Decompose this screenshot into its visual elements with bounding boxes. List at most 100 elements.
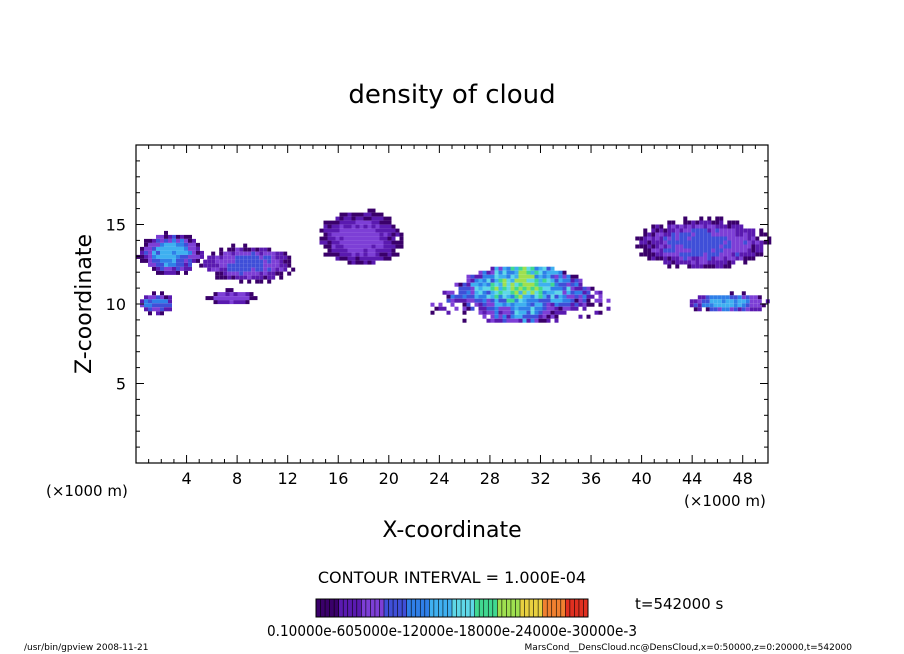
cloud-cell <box>343 252 348 257</box>
cloud-cell <box>715 244 720 249</box>
cloud-cell <box>331 240 336 245</box>
colorbar-segment <box>397 599 403 617</box>
cloud-cell <box>231 247 236 252</box>
cloud-cell <box>506 290 511 295</box>
cloud-cell <box>518 274 523 279</box>
cloud-cell <box>735 248 740 253</box>
cloud-cell <box>343 228 348 233</box>
cloud-cell <box>667 240 672 245</box>
cloud-cell <box>643 236 648 241</box>
cloud-cell <box>526 290 531 295</box>
cloud-cell <box>542 282 547 287</box>
cloud-cell <box>530 282 535 287</box>
cloud-cell <box>733 303 738 308</box>
cloud-cell <box>715 264 720 269</box>
cloud-cell <box>647 236 652 241</box>
cloud-cell <box>590 302 595 307</box>
colorbar-segment <box>411 599 417 617</box>
cloud-cell <box>755 252 760 257</box>
cloud-cell <box>207 255 212 260</box>
cloud-cell <box>635 244 640 249</box>
cloud-cell <box>743 252 748 257</box>
cloud-cell <box>741 299 746 304</box>
cloud-cell <box>339 232 344 237</box>
cloud-cell <box>283 255 288 260</box>
cloud-cell <box>359 228 364 233</box>
cloud-cell <box>530 274 535 279</box>
cloud-cell <box>695 220 700 225</box>
cloud-cell <box>470 294 475 299</box>
cloud-cell <box>526 318 531 323</box>
cloud-cell <box>522 306 527 311</box>
cloud-cell <box>759 248 764 253</box>
cloud-cell <box>697 303 702 308</box>
cloud-cell <box>546 302 551 307</box>
cloud-cell <box>255 255 260 260</box>
cloud-cell <box>255 279 260 284</box>
cloud-cell <box>168 250 172 255</box>
cloud-cell <box>184 250 188 255</box>
cloud-cell <box>371 228 376 233</box>
cloud-cell <box>582 286 587 291</box>
cloud-cell <box>701 299 706 304</box>
cloud-cell <box>148 254 152 259</box>
cloud-cell <box>319 236 324 241</box>
cloud-cell <box>219 267 224 272</box>
cloud-cell <box>707 228 712 233</box>
footer-right: MarsCond__DensCloud.nc@DensCloud,x=0:500… <box>525 643 853 653</box>
cloud-cell <box>558 298 563 303</box>
cloud-cell <box>219 255 224 260</box>
cloud-cell <box>474 282 479 287</box>
cloud-cell <box>136 254 140 259</box>
cloud-cell <box>371 208 376 213</box>
cloud-cell <box>225 296 230 301</box>
cloud-cell <box>156 295 160 300</box>
cloud-cell <box>267 279 272 284</box>
cloud-cell <box>160 266 164 271</box>
cloud-cell <box>371 252 376 257</box>
cloud-cell <box>498 290 503 295</box>
cloud-cell <box>739 244 744 249</box>
cloud-cell <box>359 232 364 237</box>
cloud-cell <box>247 267 252 272</box>
cloud-cell <box>761 303 766 308</box>
colorbar-segment <box>374 599 380 617</box>
cloud-blob-left-mid <box>199 243 296 284</box>
colorbar-segment <box>510 599 516 617</box>
colorbar-segment <box>388 599 394 617</box>
cloud-cell <box>733 299 738 304</box>
cloud-cell <box>747 256 752 261</box>
cloud-cell <box>717 307 722 312</box>
cloud-cell <box>518 294 523 299</box>
cloud-cell <box>172 258 176 263</box>
cloud-cell <box>383 232 388 237</box>
cloud-cell <box>478 302 483 307</box>
cloud-cell <box>651 232 656 237</box>
cloud-cell <box>225 288 230 293</box>
cloud-cell <box>739 248 744 253</box>
cloud-cell <box>550 286 555 291</box>
cloud-cell <box>383 252 388 257</box>
cloud-cell <box>287 259 292 264</box>
cloud-cell <box>490 270 495 275</box>
cloud-cell <box>502 274 507 279</box>
cloud-cell <box>725 307 730 312</box>
cloud-cell <box>538 306 543 311</box>
cloud-cell <box>530 302 535 307</box>
cloud-cell <box>574 278 579 283</box>
cloud-cell <box>375 232 380 237</box>
cloud-cell <box>687 264 692 269</box>
cloud-cell <box>387 252 392 257</box>
cloud-cell <box>522 298 527 303</box>
cloud-cell <box>699 236 704 241</box>
cloud-cell <box>510 314 515 319</box>
cloud-cell <box>554 310 559 315</box>
colorbar-segment <box>334 599 339 617</box>
cloud-cell <box>506 298 511 303</box>
colorbar-labels: 0.10000e-605000e-12000e-18000e-24000e-30… <box>267 622 637 640</box>
cloud-cell <box>514 270 519 275</box>
cloud-cell <box>176 246 180 251</box>
cloud-cell <box>446 298 451 303</box>
cloud-cell <box>331 244 336 249</box>
cloud-cell <box>510 306 515 311</box>
